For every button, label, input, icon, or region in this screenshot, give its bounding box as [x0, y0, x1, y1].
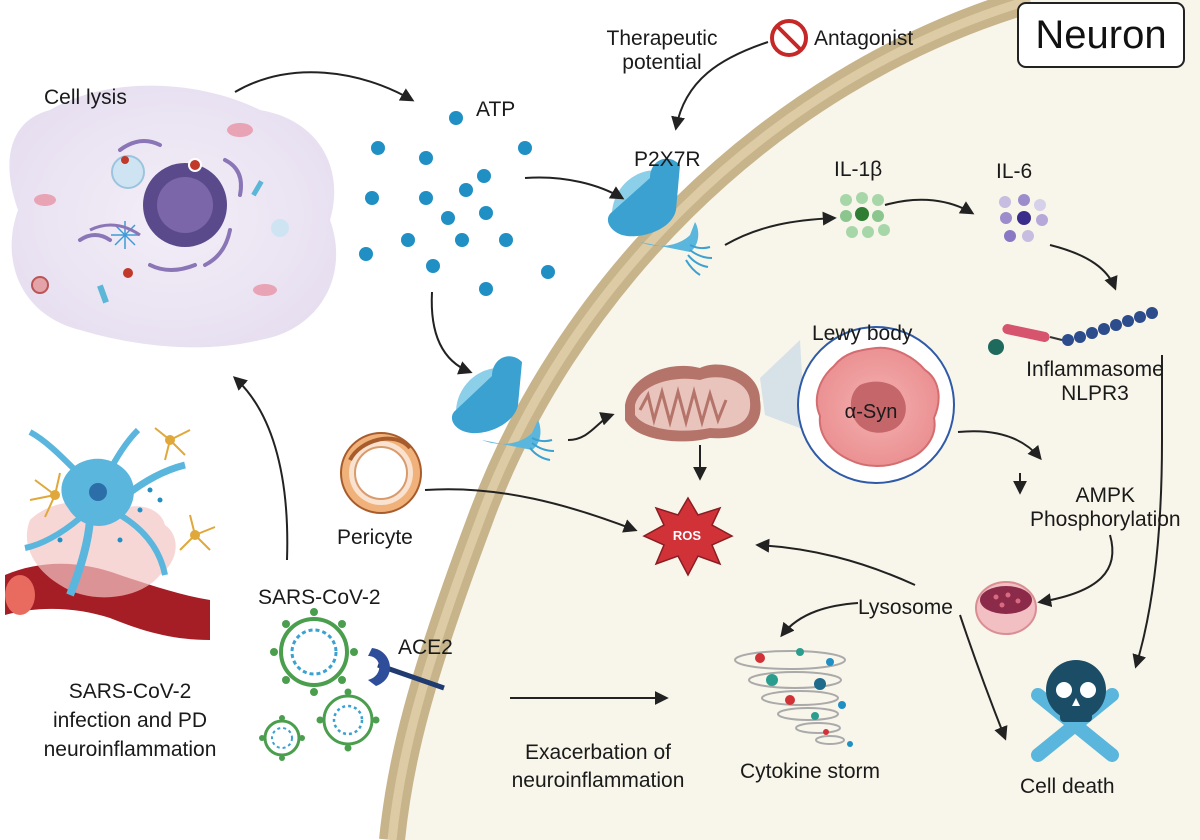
- lewy-body-zoom: [760, 326, 955, 484]
- inflammasome-label: Inflammasome NLPR3: [1026, 358, 1164, 405]
- antagonist-icon: [770, 19, 808, 57]
- inflammasome-nlpr3: [988, 307, 1158, 355]
- p2x7r-receptor-bottom: [451, 356, 555, 461]
- atp-molecules: [359, 111, 555, 296]
- ace2-label: ACE2: [398, 636, 453, 659]
- p2x7r-label: P2X7R: [634, 148, 701, 171]
- mitochondrion: [625, 364, 761, 442]
- cytokine-storm-label: Cytokine storm: [740, 760, 881, 783]
- ampk-phosphorylation-label: AMPK Phosphorylation: [1030, 484, 1181, 531]
- lysosome: [975, 581, 1037, 635]
- il6-label: IL-6: [996, 160, 1033, 183]
- brain-vessel-illustration: [5, 427, 216, 640]
- p2x7r-receptor-top: [607, 158, 713, 276]
- sars-cov-2-label: SARS-CoV-2: [258, 586, 381, 609]
- cytokine-particles: [755, 648, 853, 747]
- skull-crossbones-icon: [1031, 660, 1119, 762]
- lysing-cell: [9, 85, 337, 348]
- atp-label: ATP: [476, 98, 516, 121]
- sars-cov-2-virus-large: [270, 608, 358, 696]
- cell-lysis-label: Cell lysis: [44, 86, 127, 109]
- ace2-receptor: [368, 648, 445, 691]
- cytokine-storm: [734, 650, 846, 745]
- sars-cov-2-virus-small: [259, 715, 305, 761]
- alpha-syn-label: α-Syn: [844, 401, 898, 423]
- pericyte-label: Pericyte: [337, 526, 413, 549]
- lewy-body-label: Lewy body: [812, 322, 913, 345]
- ros-label: ROS: [672, 528, 702, 543]
- neuron-title: Neuron: [1017, 2, 1185, 68]
- therapeutic-potential-label: Therapeutic potential: [606, 27, 718, 74]
- il1b-label: IL-1β: [834, 158, 883, 181]
- antagonist-label: Antagonist: [814, 27, 914, 50]
- arrows: [232, 41, 1163, 741]
- pericyte: [340, 432, 422, 514]
- ros-star: [642, 496, 734, 577]
- exacerbation-label: Exacerbation of neuroinflammation: [511, 741, 685, 792]
- il6-cluster: [999, 194, 1048, 242]
- cell-death-label: Cell death: [1020, 775, 1115, 798]
- infection-label: SARS-CoV-2 infection and PD neuroinflamm…: [43, 680, 217, 761]
- il1b-cluster: [840, 192, 890, 238]
- sars-cov-2-virus-medium: [316, 688, 380, 752]
- lysosome-label: Lysosome: [858, 596, 953, 619]
